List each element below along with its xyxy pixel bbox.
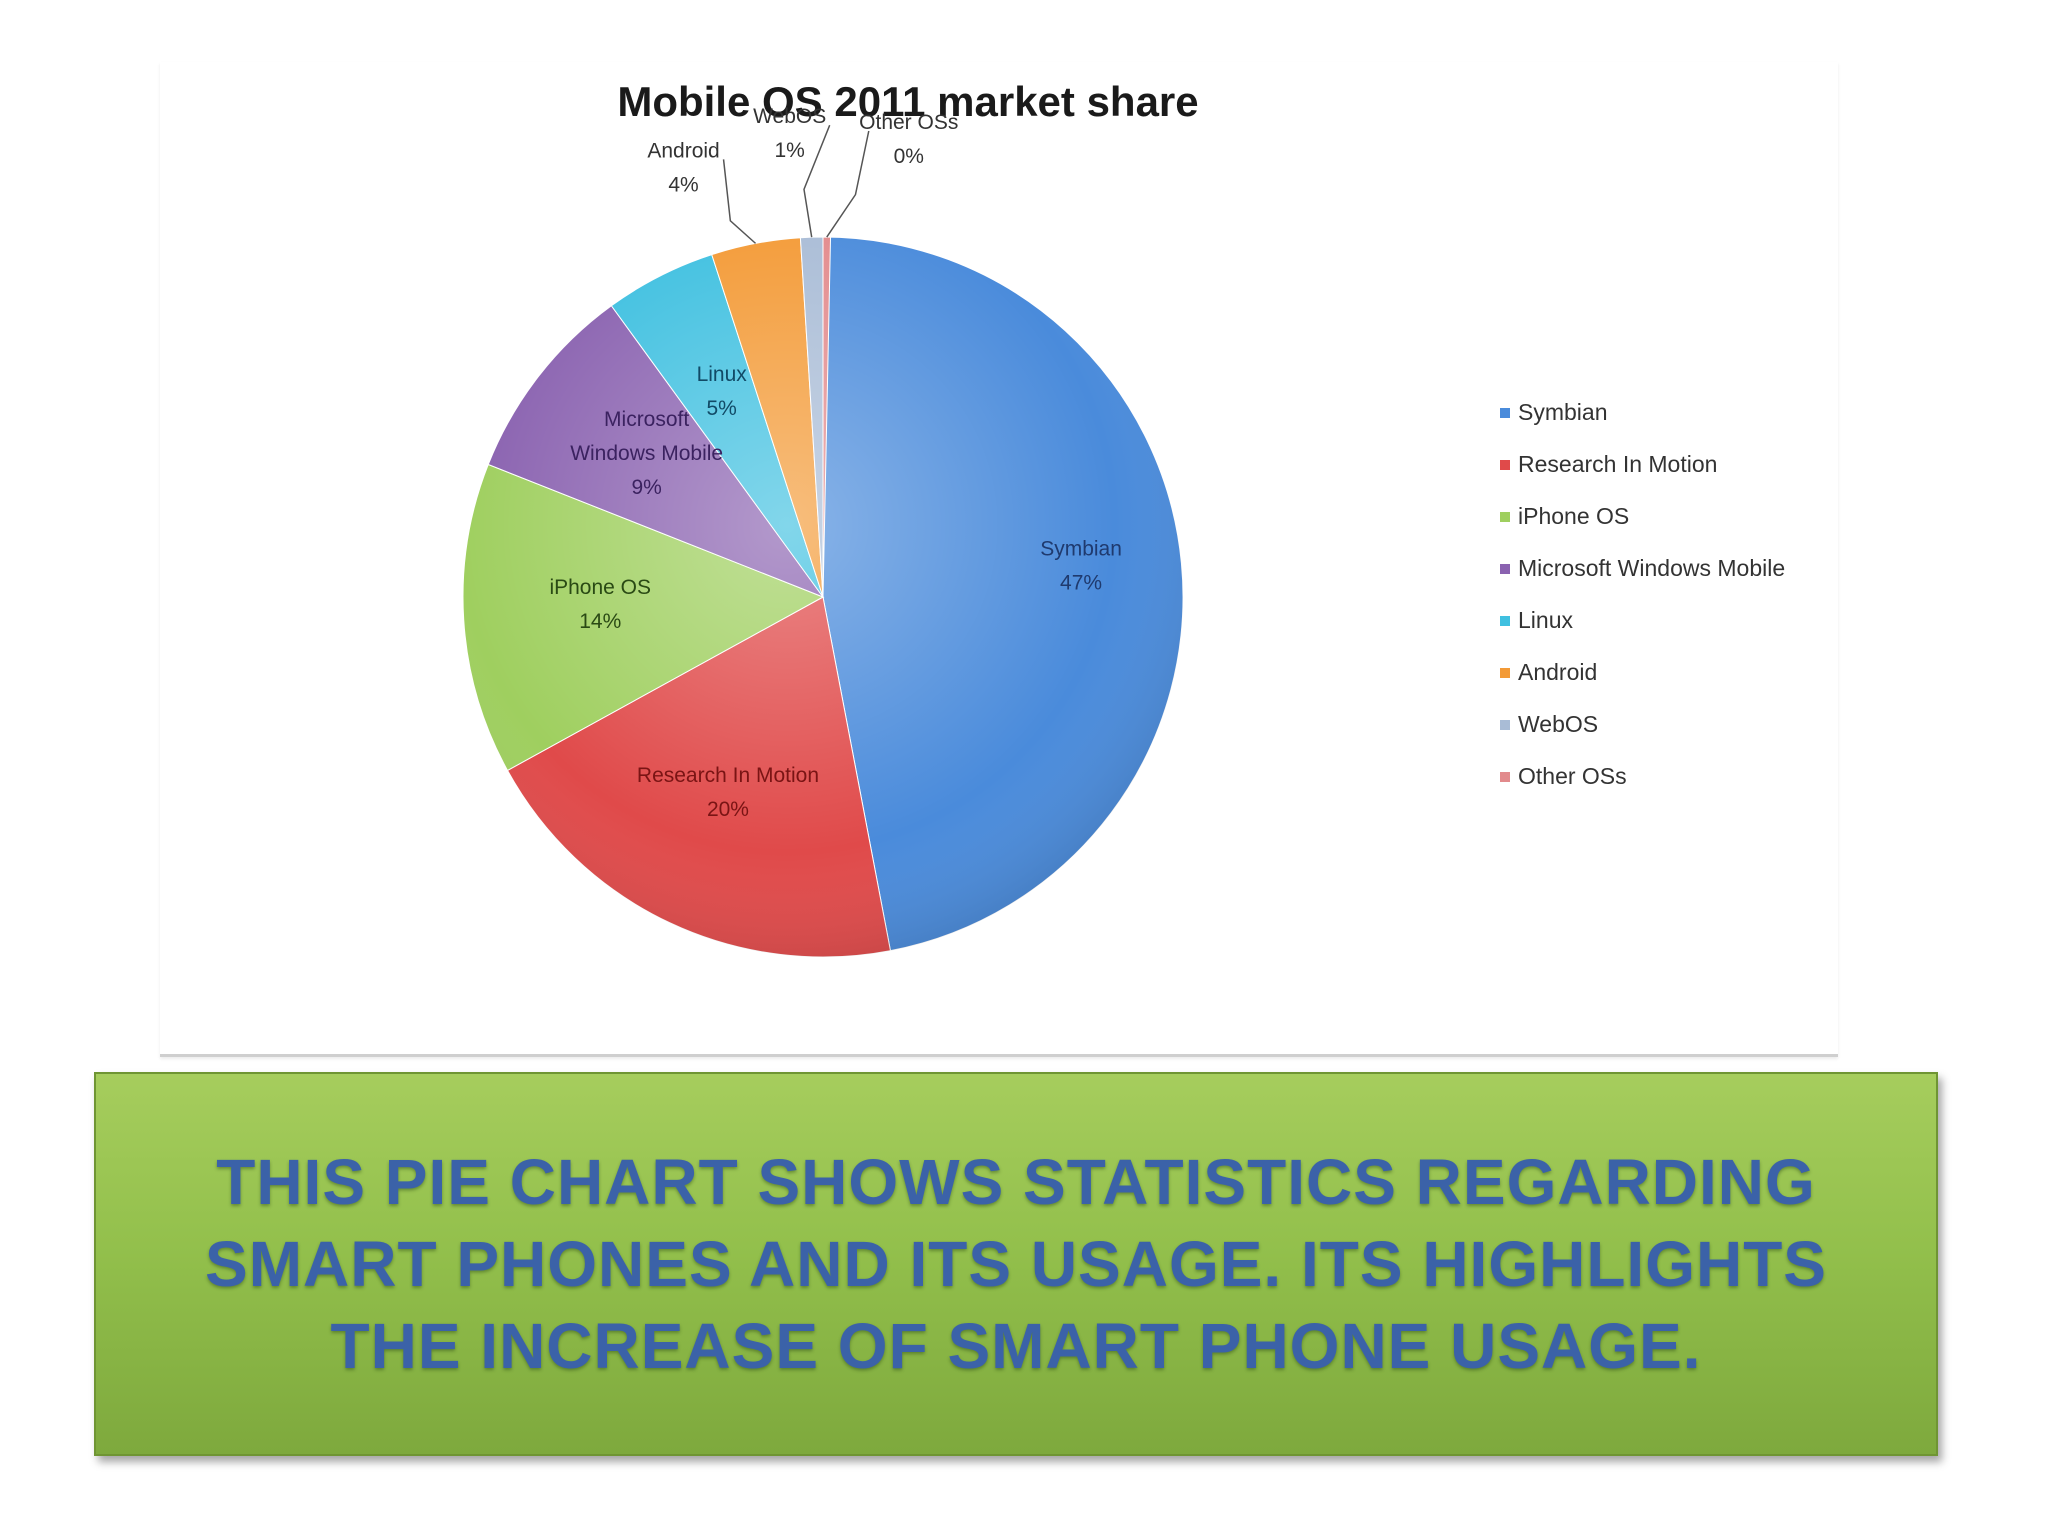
slice-labels: Symbian 47% Research In Motion 20% iPhone OS… <box>549 105 1121 821</box>
legend-swatch-symbian <box>1500 408 1510 418</box>
slice-label-research-in-motion: Research In Motion 20% <box>637 764 819 821</box>
legend-swatch-linux <box>1500 616 1510 626</box>
slice-label-android: Android 4% <box>647 139 719 196</box>
legend-swatch-microsoft-windows-mobile <box>1500 564 1510 574</box>
legend-swatch-other-oss <box>1500 772 1510 782</box>
slice-label-symbian: Symbian 47% <box>1040 538 1122 595</box>
chart-panel: Mobile OS 2011 market share Symbian 47% Re… <box>160 62 1838 1057</box>
leader-line-webos <box>803 124 831 238</box>
legend-swatch-iphone-os <box>1500 512 1510 522</box>
legend-label-other-oss: Other OSs <box>1518 763 1627 789</box>
caption-text: This pie chart shows statistics regardin… <box>205 1146 1827 1382</box>
chart-title: Mobile OS 2011 market share <box>617 78 1198 125</box>
legend-label-linux: Linux <box>1518 607 1573 633</box>
legend-swatch-research-in-motion <box>1500 460 1510 470</box>
legend-swatch-android <box>1500 668 1510 678</box>
pie-slice-symbian <box>822 236 1184 952</box>
legend-label-android: Android <box>1518 659 1597 685</box>
legend-label-symbian: Symbian <box>1518 399 1607 425</box>
slice-label-microsoft-windows-mobile: Microsoft Windows Mobile 9% <box>570 408 723 499</box>
slice-label-webos: WebOS 1% <box>753 105 826 162</box>
slice-label-linux: Linux 5% <box>697 363 748 420</box>
legend-label-microsoft-windows-mobile: Microsoft Windows Mobile <box>1518 555 1785 581</box>
slice-label-iphone-os: iPhone OS 14% <box>549 576 651 633</box>
legend-label-webos: WebOS <box>1518 711 1598 737</box>
caption-banner: This pie chart shows statistics regardin… <box>94 1072 1938 1456</box>
slice-label-other-oss: Other OSs 0% <box>859 111 958 168</box>
legend-swatch-webos <box>1500 720 1510 730</box>
legend-label-iphone-os: iPhone OS <box>1518 503 1629 529</box>
leader-line-other-oss <box>826 130 870 238</box>
pie-chart: Mobile OS 2011 market share Symbian 47% Re… <box>462 78 1785 958</box>
legend-label-research-in-motion: Research In Motion <box>1518 451 1717 477</box>
leader-line-android <box>722 159 757 244</box>
chart-legend: Symbian Research In Motion iPhone OS Micros… <box>1500 399 1785 789</box>
